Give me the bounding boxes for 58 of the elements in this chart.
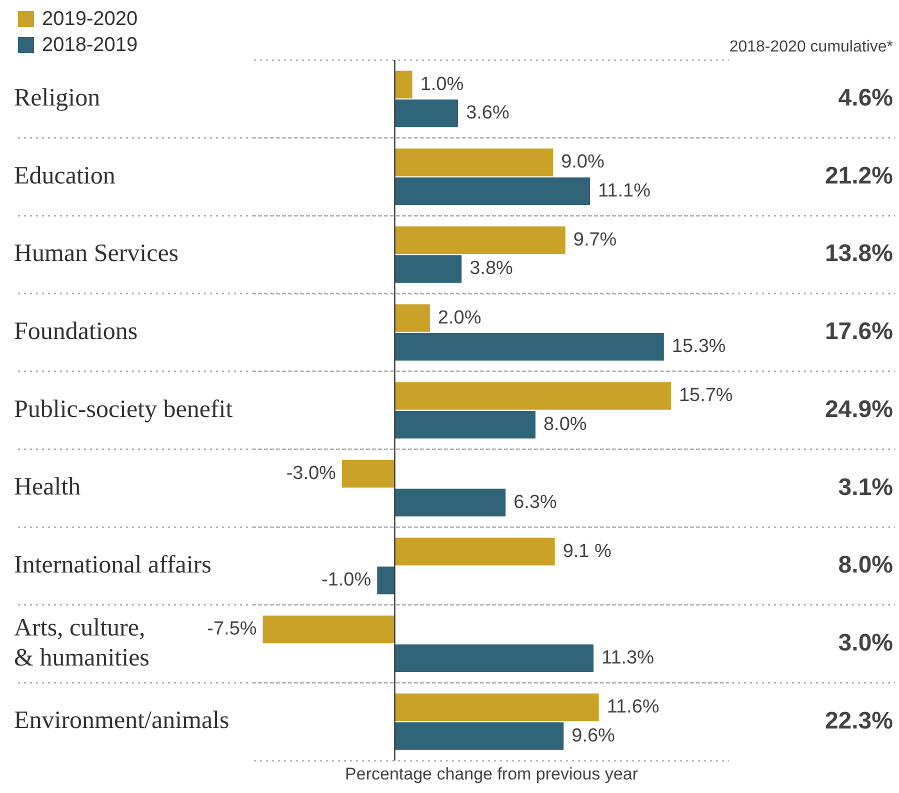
y-tick-label: Religion — [14, 84, 101, 112]
y-tick-label: Education — [14, 162, 116, 190]
text: 4.6% — [838, 84, 893, 112]
data-label: 11.6% — [606, 696, 660, 718]
bar — [394, 488, 506, 516]
bar — [394, 177, 590, 205]
text: 2018-2020 cumulative* — [729, 38, 893, 56]
bar — [394, 226, 566, 254]
y-tick-label: Human Services — [14, 240, 179, 268]
data-label: 3.8% — [470, 258, 514, 280]
text: 22.3% — [824, 707, 893, 734]
bar — [394, 693, 599, 722]
data-label: 11.3% — [602, 647, 654, 668]
data-label: 2.0% — [438, 307, 482, 328]
y-tick-label: Arts, culture, & humanities — [14, 614, 150, 672]
text: 24.9% — [824, 396, 893, 423]
y-tick-label: International affairs — [14, 552, 212, 579]
legend-label: 2018-2019 — [42, 34, 138, 56]
bar — [394, 148, 554, 176]
text: 3.0% — [838, 629, 893, 656]
bar — [394, 382, 671, 410]
text: 17.6% — [824, 318, 893, 346]
bar — [394, 333, 664, 361]
bar — [377, 566, 395, 594]
text: 8.0% — [838, 552, 893, 579]
bar — [342, 460, 395, 488]
bar — [394, 538, 555, 566]
text: 13.8% — [824, 240, 893, 268]
bar — [262, 616, 395, 644]
data-label: -7.5% — [207, 618, 257, 640]
data-label: 9.6% — [572, 725, 616, 746]
y-tick-label: Health — [14, 474, 82, 501]
text: 21.2% — [824, 162, 893, 190]
data-label: 8.0% — [543, 414, 587, 435]
data-label: -1.0% — [322, 570, 372, 591]
data-label: -3.0% — [286, 462, 336, 484]
bar — [394, 722, 564, 750]
y-tick-label: Environment/animals — [14, 707, 230, 734]
data-label: 9.0% — [561, 152, 604, 173]
data-label: 11.1% — [598, 180, 651, 202]
y-tick-label: Public-society benefit — [14, 396, 233, 423]
bar — [394, 70, 412, 98]
bar — [394, 100, 458, 128]
data-label: 15.3% — [672, 336, 726, 358]
bar — [394, 644, 594, 672]
x-axis-title: Percentage change from previous year — [345, 764, 638, 784]
text: 3.1% — [838, 474, 893, 501]
data-label: 9.1 % — [562, 540, 612, 562]
bar — [394, 410, 536, 439]
data-label: 1.0% — [420, 74, 464, 95]
data-label: 3.6% — [466, 102, 510, 124]
data-label: 6.3% — [514, 492, 557, 513]
data-label: 15.7% — [678, 385, 733, 406]
data-label: 9.7% — [573, 229, 617, 250]
y-tick-label: Foundations — [14, 318, 138, 346]
legend-label: 2019-2020 — [42, 8, 138, 30]
bar — [394, 255, 462, 283]
bar — [394, 304, 430, 332]
